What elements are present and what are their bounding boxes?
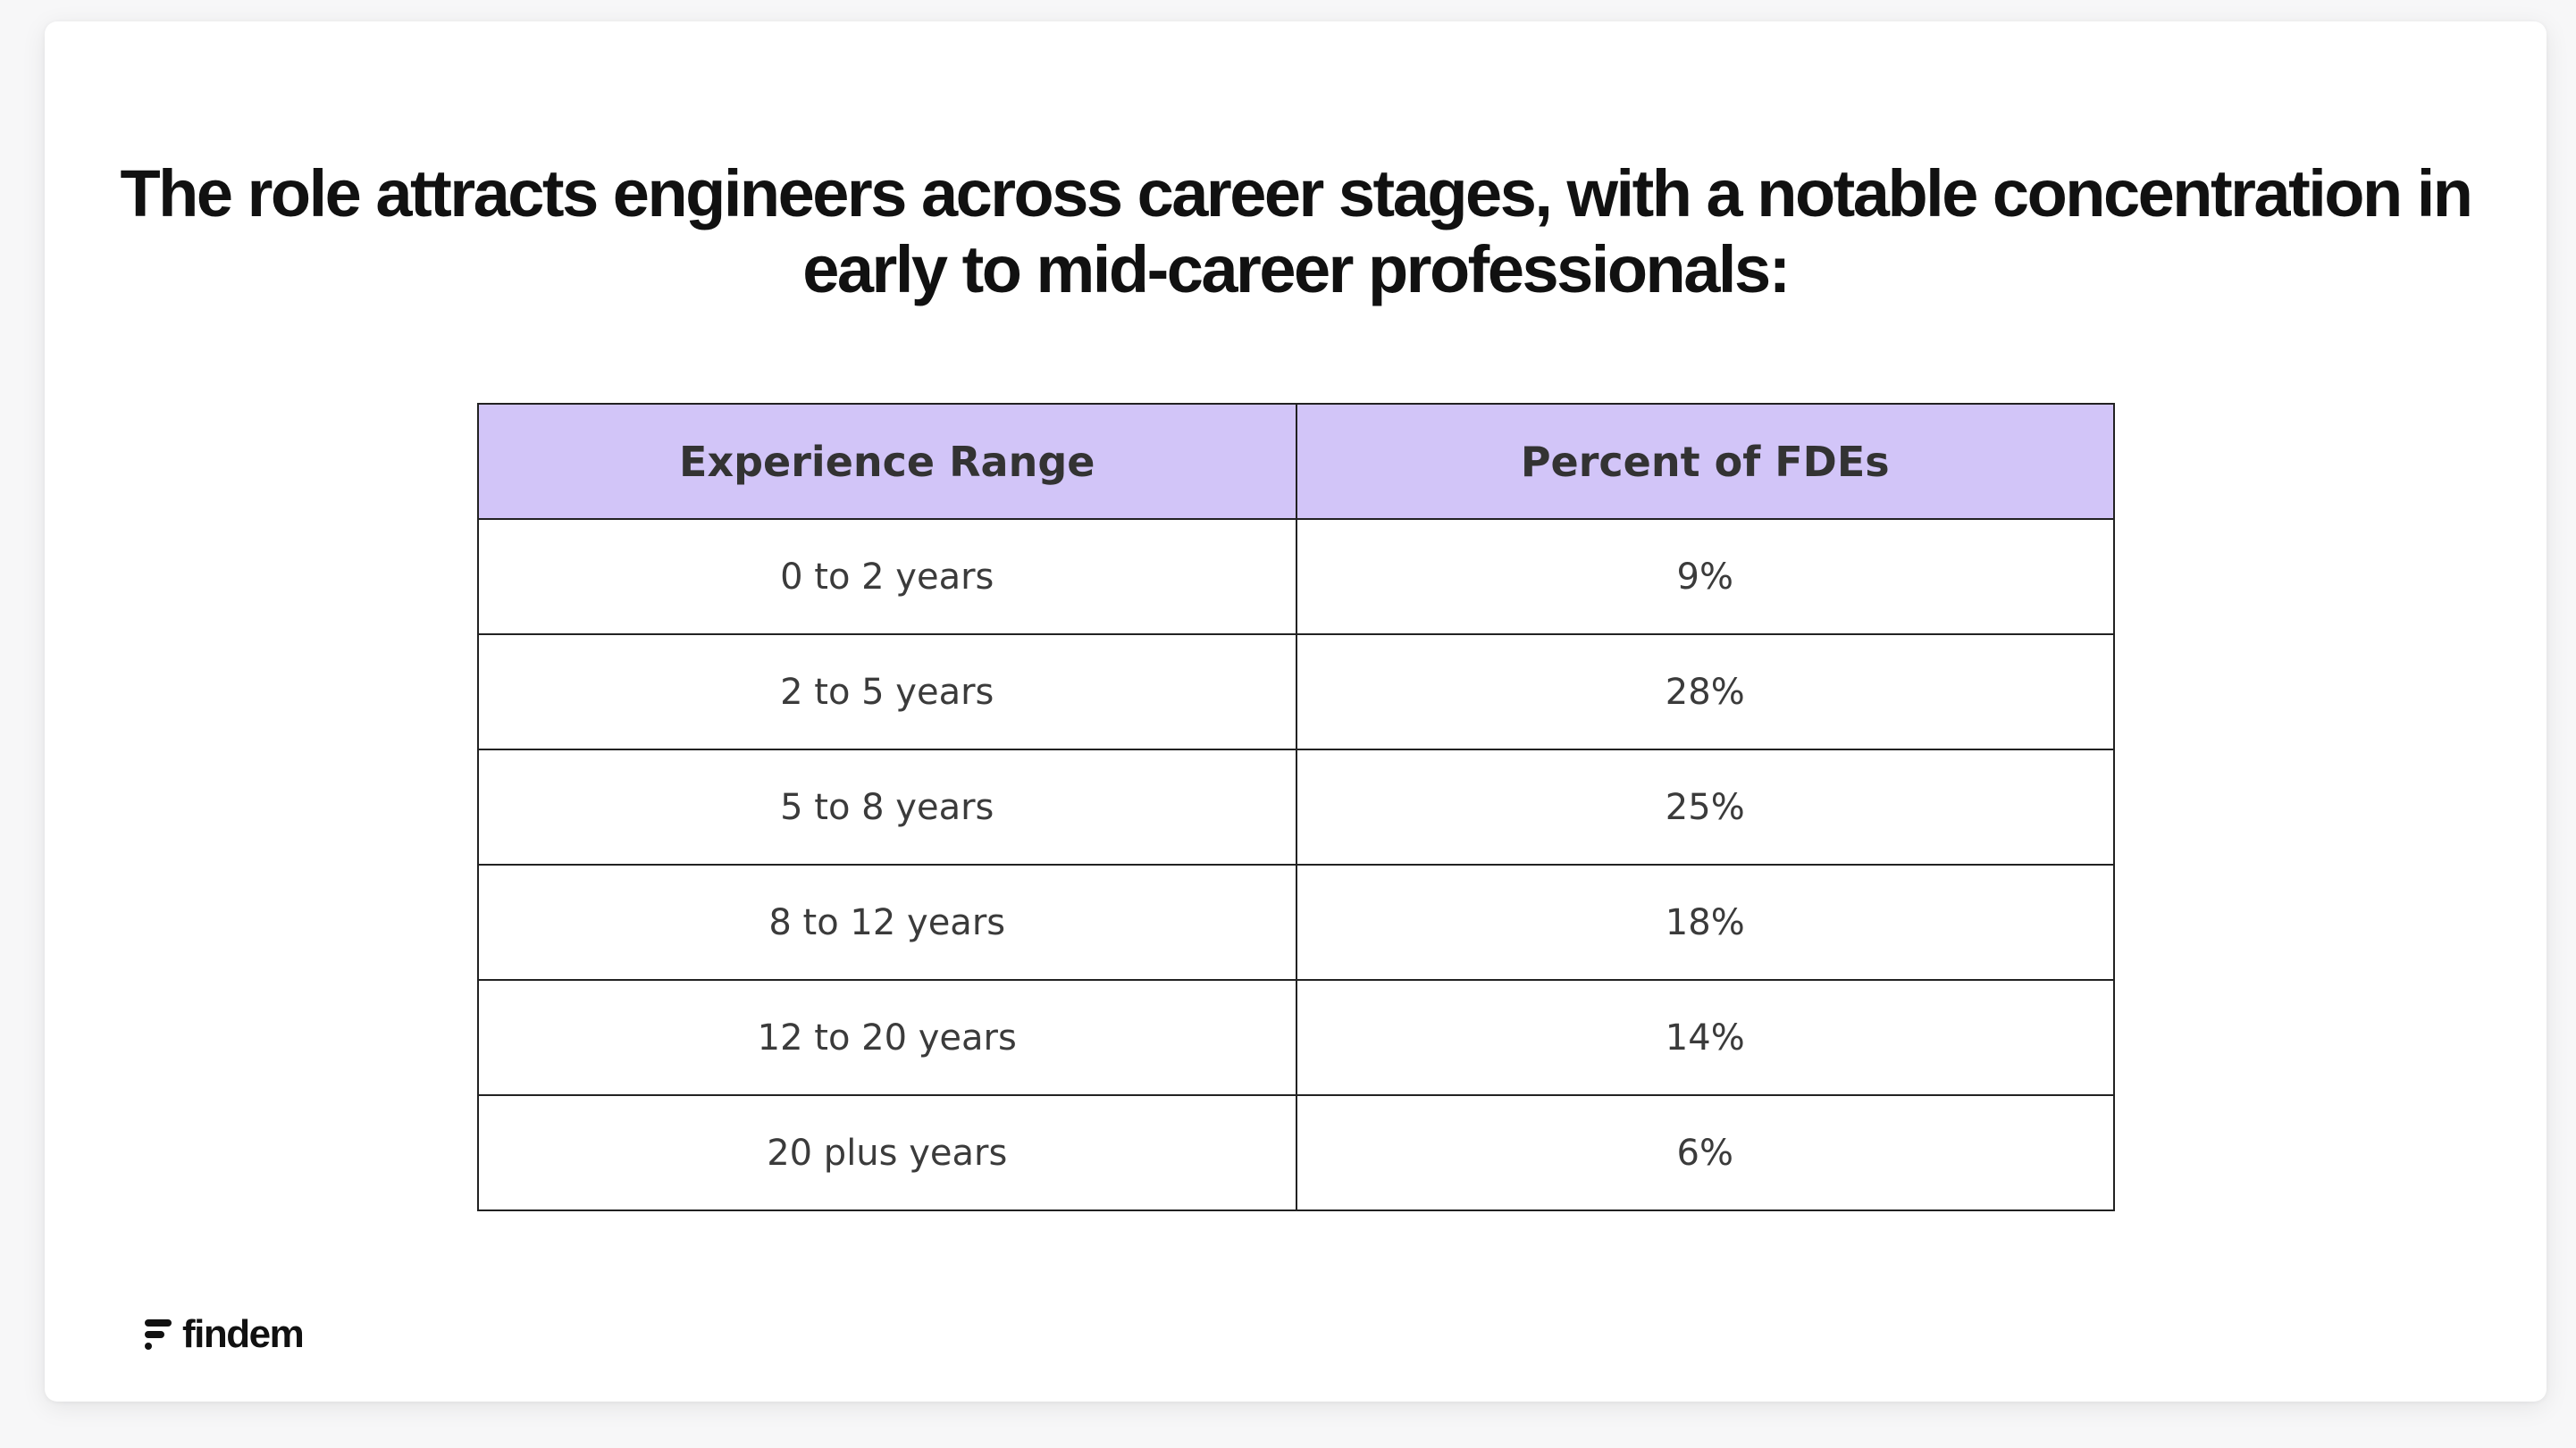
headline-emphasis: engineers across career stages,	[612, 156, 1553, 230]
findem-logo: findem	[145, 1308, 305, 1361]
table-row: 0 to 2 years 9%	[477, 518, 2115, 635]
percent-cell: 28%	[1295, 633, 2115, 750]
slide-headline: The role attracts engineers across caree…	[45, 155, 2547, 307]
percent-cell: 25%	[1295, 749, 2115, 866]
headline-text-end: with a notable concentration in early to…	[802, 156, 2473, 306]
experience-range-cell: 2 to 5 years	[477, 633, 1297, 750]
table-row: 5 to 8 years 25%	[477, 749, 2115, 866]
experience-range-cell: 12 to 20 years	[477, 979, 1297, 1096]
percent-cell: 18%	[1295, 864, 2115, 981]
table-row: 8 to 12 years 18%	[477, 864, 2115, 981]
percent-cell: 6%	[1295, 1094, 2115, 1211]
column-header-percent-of-fdes: Percent of FDEs	[1295, 403, 2115, 520]
findem-logo-icon	[145, 1319, 172, 1350]
table-header-row: Experience Range Percent of FDEs	[477, 403, 2115, 520]
headline-text-start: The role attracts	[120, 156, 613, 230]
percent-cell: 9%	[1295, 518, 2115, 635]
percent-cell: 14%	[1295, 979, 2115, 1096]
experience-table: Experience Range Percent of FDEs 0 to 2 …	[477, 403, 2115, 1211]
experience-range-cell: 20 plus years	[477, 1094, 1297, 1211]
experience-range-cell: 8 to 12 years	[477, 864, 1297, 981]
table-row: 12 to 20 years 14%	[477, 979, 2115, 1096]
column-header-experience-range: Experience Range	[477, 403, 1297, 520]
slide-card: The role attracts engineers across caree…	[45, 21, 2547, 1402]
table-row: 20 plus years 6%	[477, 1094, 2115, 1211]
brand-name: findem	[182, 1312, 305, 1356]
experience-range-cell: 0 to 2 years	[477, 518, 1297, 635]
table-row: 2 to 5 years 28%	[477, 633, 2115, 750]
experience-range-cell: 5 to 8 years	[477, 749, 1297, 866]
